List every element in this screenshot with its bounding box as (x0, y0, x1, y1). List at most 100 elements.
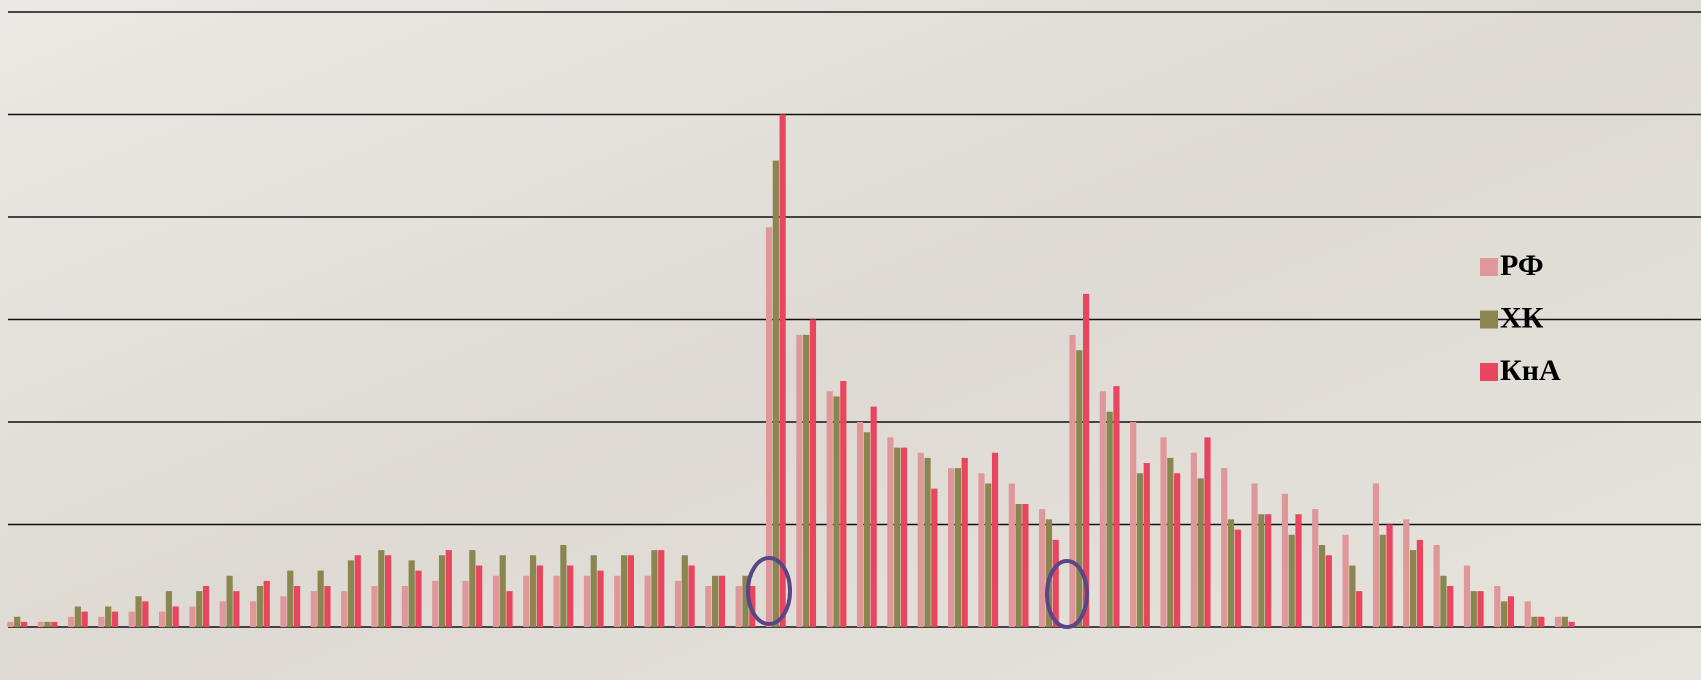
bar (1136, 473, 1144, 627)
bar (1463, 565, 1471, 627)
bar (1251, 483, 1258, 627)
bar (833, 396, 840, 627)
bar (1312, 509, 1319, 627)
bar (67, 616, 75, 627)
highlight-circle (1045, 559, 1089, 629)
bar (159, 611, 166, 627)
bar (620, 555, 628, 627)
bar (74, 606, 81, 627)
bar (219, 601, 226, 627)
bar (44, 621, 51, 627)
bar (583, 575, 591, 627)
legend-swatch (1480, 310, 1498, 329)
bar (1440, 575, 1447, 627)
bar (658, 550, 665, 627)
bar (924, 457, 931, 627)
bar (1295, 514, 1302, 627)
bar (1349, 565, 1356, 627)
bar (1197, 478, 1204, 627)
bar (256, 586, 264, 627)
bars (7, 114, 1575, 627)
bar (81, 611, 88, 627)
bar (492, 575, 500, 627)
bar (614, 575, 621, 627)
bar (1409, 550, 1417, 627)
bar (202, 586, 210, 627)
bar (1258, 514, 1265, 627)
bar (735, 586, 742, 627)
bar (1204, 437, 1211, 627)
bar (553, 575, 560, 627)
bar (1494, 586, 1501, 627)
bar (978, 473, 985, 627)
bar (20, 621, 28, 627)
bar (917, 452, 924, 627)
bar (567, 565, 574, 627)
bar (1160, 437, 1167, 627)
bar (293, 586, 301, 627)
bar (1379, 534, 1386, 627)
bar (263, 580, 270, 627)
bar (250, 601, 257, 627)
bar (772, 160, 779, 627)
bar (196, 591, 203, 627)
bar (1082, 293, 1090, 627)
bar (894, 447, 901, 627)
bar (803, 334, 810, 627)
bar (651, 550, 658, 627)
bar (378, 550, 385, 627)
bar (1531, 616, 1538, 627)
bar (863, 432, 870, 627)
bar (1113, 386, 1120, 627)
bar (135, 596, 142, 627)
bar (1265, 514, 1272, 627)
bar (705, 586, 712, 627)
legend-label: РФ (1500, 249, 1544, 282)
bar (1099, 391, 1106, 627)
bar (536, 565, 543, 627)
bar (1538, 616, 1545, 627)
bar (856, 422, 864, 627)
bar (523, 575, 530, 627)
bar (826, 391, 833, 627)
bar (1372, 483, 1380, 627)
bar (476, 565, 483, 627)
bar (887, 437, 894, 627)
bar (627, 555, 634, 627)
bar (371, 586, 378, 627)
bar (7, 621, 14, 627)
bar (1403, 519, 1410, 627)
bar (462, 580, 469, 627)
bar (948, 468, 955, 627)
bar (1039, 509, 1046, 627)
legend-swatch (1480, 363, 1498, 381)
bar (765, 227, 773, 627)
bar (1008, 483, 1015, 627)
bar (688, 565, 695, 627)
bar (1227, 519, 1235, 627)
bar (1342, 534, 1349, 627)
bar (172, 606, 179, 627)
bar (280, 596, 287, 627)
bar (401, 586, 408, 627)
bar (931, 488, 938, 627)
bar (1356, 591, 1363, 627)
bar (1447, 586, 1454, 627)
bar (1561, 616, 1568, 627)
bar (1130, 422, 1137, 627)
bar (111, 611, 119, 627)
bar (385, 555, 392, 627)
bar (1554, 616, 1562, 627)
bar (354, 555, 361, 627)
bar (560, 545, 567, 627)
bar (1174, 473, 1181, 627)
bar (310, 591, 317, 627)
bar (226, 575, 233, 627)
bar (991, 452, 999, 627)
bar (674, 580, 682, 627)
bar (1045, 519, 1053, 627)
bar (1568, 621, 1575, 627)
bar (1416, 539, 1423, 627)
bar (954, 468, 962, 627)
bar (408, 560, 415, 627)
